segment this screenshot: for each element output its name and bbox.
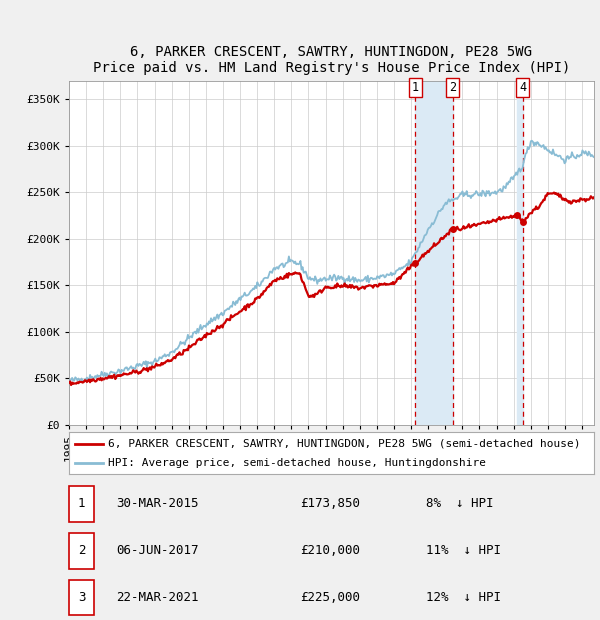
Text: £210,000: £210,000 bbox=[300, 544, 360, 557]
FancyBboxPatch shape bbox=[69, 486, 94, 521]
Text: 8%  ↓ HPI: 8% ↓ HPI bbox=[426, 497, 493, 510]
Text: 1: 1 bbox=[412, 81, 419, 94]
Text: 2: 2 bbox=[78, 544, 85, 557]
Text: £173,850: £173,850 bbox=[300, 497, 360, 510]
Text: 6, PARKER CRESCENT, SAWTRY, HUNTINGDON, PE28 5WG (semi-detached house): 6, PARKER CRESCENT, SAWTRY, HUNTINGDON, … bbox=[109, 438, 581, 448]
Text: 3: 3 bbox=[78, 591, 85, 604]
FancyBboxPatch shape bbox=[69, 533, 94, 569]
Text: 06-JUN-2017: 06-JUN-2017 bbox=[116, 544, 199, 557]
Text: 12%  ↓ HPI: 12% ↓ HPI bbox=[426, 591, 501, 604]
Title: 6, PARKER CRESCENT, SAWTRY, HUNTINGDON, PE28 5WG
Price paid vs. HM Land Registry: 6, PARKER CRESCENT, SAWTRY, HUNTINGDON, … bbox=[93, 45, 570, 75]
Bar bbox=[415, 81, 452, 425]
Text: 1: 1 bbox=[78, 497, 85, 510]
Text: HPI: Average price, semi-detached house, Huntingdonshire: HPI: Average price, semi-detached house,… bbox=[109, 458, 487, 468]
Text: £225,000: £225,000 bbox=[300, 591, 360, 604]
FancyBboxPatch shape bbox=[69, 580, 94, 615]
Text: 11%  ↓ HPI: 11% ↓ HPI bbox=[426, 544, 501, 557]
Text: 4: 4 bbox=[519, 81, 526, 94]
Text: 22-MAR-2021: 22-MAR-2021 bbox=[116, 591, 199, 604]
Text: 2: 2 bbox=[449, 81, 456, 94]
Text: 30-MAR-2015: 30-MAR-2015 bbox=[116, 497, 199, 510]
Bar bbox=[517, 81, 523, 425]
